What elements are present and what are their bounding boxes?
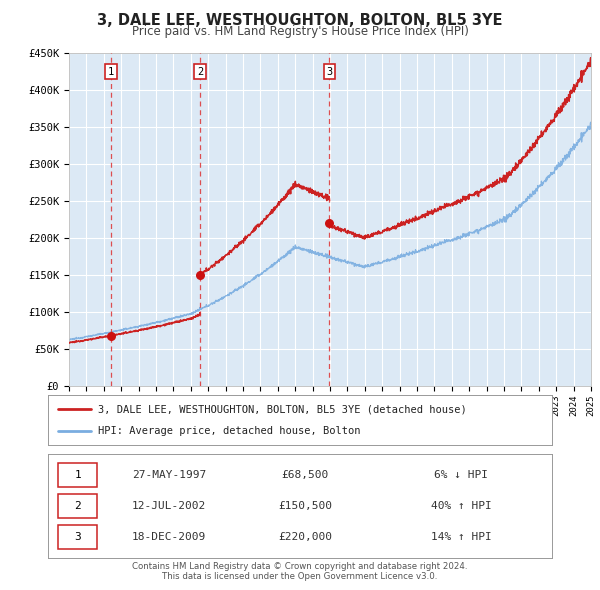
Text: 1: 1	[108, 67, 114, 77]
Text: 2: 2	[74, 501, 81, 511]
Text: 3: 3	[326, 67, 332, 77]
Text: 3, DALE LEE, WESTHOUGHTON, BOLTON, BL5 3YE: 3, DALE LEE, WESTHOUGHTON, BOLTON, BL5 3…	[97, 13, 503, 28]
Text: £150,500: £150,500	[278, 501, 332, 511]
Text: 3, DALE LEE, WESTHOUGHTON, BOLTON, BL5 3YE (detached house): 3, DALE LEE, WESTHOUGHTON, BOLTON, BL5 3…	[98, 404, 467, 414]
Text: This data is licensed under the Open Government Licence v3.0.: This data is licensed under the Open Gov…	[163, 572, 437, 581]
Text: 40% ↑ HPI: 40% ↑ HPI	[431, 501, 491, 511]
Text: 1: 1	[74, 470, 81, 480]
Text: Price paid vs. HM Land Registry's House Price Index (HPI): Price paid vs. HM Land Registry's House …	[131, 25, 469, 38]
Text: 2: 2	[197, 67, 203, 77]
Text: HPI: Average price, detached house, Bolton: HPI: Average price, detached house, Bolt…	[98, 427, 361, 437]
Text: £68,500: £68,500	[281, 470, 329, 480]
Text: Contains HM Land Registry data © Crown copyright and database right 2024.: Contains HM Land Registry data © Crown c…	[132, 562, 468, 571]
Text: 3: 3	[74, 532, 81, 542]
Text: 27-MAY-1997: 27-MAY-1997	[132, 470, 206, 480]
FancyBboxPatch shape	[58, 525, 97, 549]
FancyBboxPatch shape	[58, 463, 97, 487]
Text: £220,000: £220,000	[278, 532, 332, 542]
Text: 14% ↑ HPI: 14% ↑ HPI	[431, 532, 491, 542]
FancyBboxPatch shape	[58, 493, 97, 519]
Text: 18-DEC-2009: 18-DEC-2009	[132, 532, 206, 542]
Text: 12-JUL-2002: 12-JUL-2002	[132, 501, 206, 511]
Text: 6% ↓ HPI: 6% ↓ HPI	[434, 470, 488, 480]
